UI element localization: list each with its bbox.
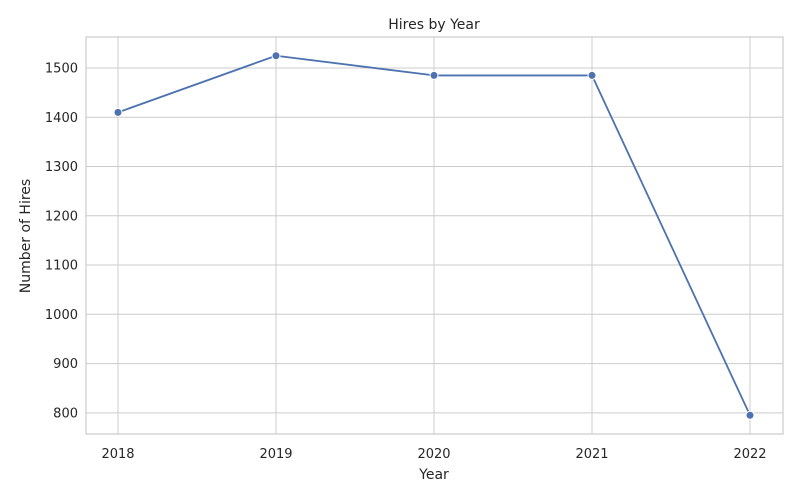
x-tick-label: 2019 [259, 447, 292, 462]
x-tick-label: 2022 [733, 447, 766, 462]
data-point [271, 51, 281, 61]
y-tick-label: 1500 [45, 62, 78, 77]
y-axis-label: Number of Hires [18, 179, 34, 293]
data-point [429, 70, 439, 80]
y-tick-label: 800 [53, 406, 78, 421]
y-tick-label: 900 [53, 357, 78, 372]
data-point [587, 70, 597, 80]
y-tick-label: 1100 [45, 259, 78, 274]
grid-lines [86, 37, 783, 434]
data-point [113, 107, 123, 117]
y-tick-label: 1200 [45, 209, 78, 224]
y-tick-label: 1300 [45, 160, 78, 175]
x-tick-label: 2021 [575, 447, 608, 462]
x-axis-label: Year [418, 467, 449, 483]
plot-frame [85, 36, 784, 435]
x-tick-labels: 2018 2019 2020 2021 2022 [101, 447, 766, 462]
y-tick-labels: 800 900 1000 1100 1200 1300 1400 1500 [45, 62, 78, 422]
chart-title: Hires by Year [388, 17, 480, 33]
x-tick-label: 2018 [101, 447, 134, 462]
x-tick-label: 2020 [417, 447, 450, 462]
marker-layer [113, 51, 755, 420]
data-point [745, 410, 755, 420]
y-tick-label: 1000 [45, 308, 78, 323]
y-tick-label: 1400 [45, 111, 78, 126]
